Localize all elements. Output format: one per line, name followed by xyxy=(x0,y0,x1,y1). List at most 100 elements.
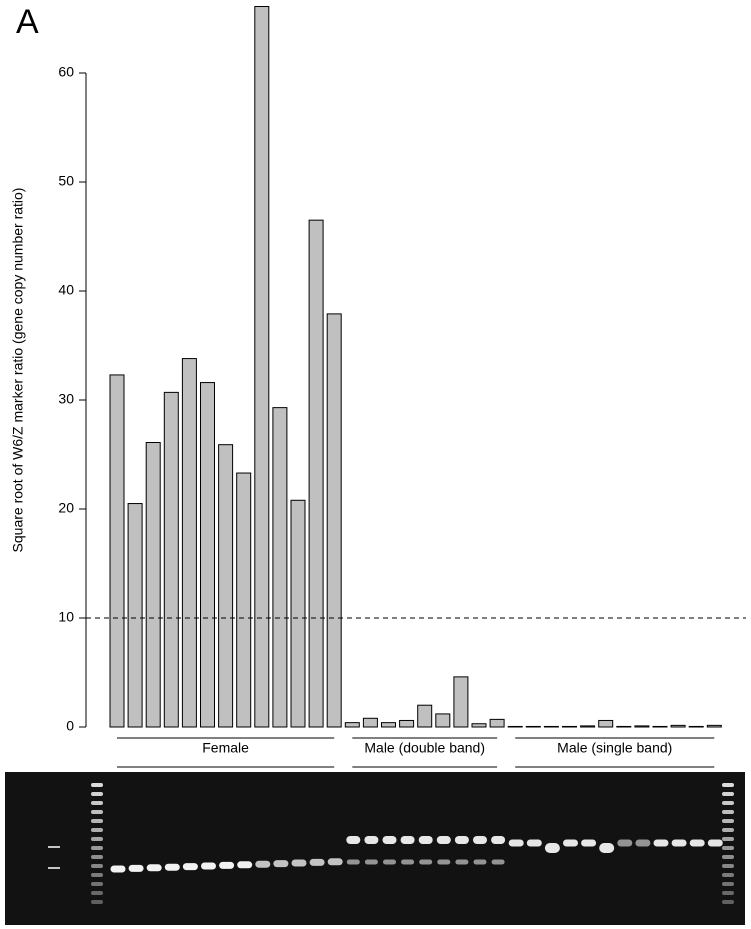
group-label: Male (single band) xyxy=(557,740,672,756)
gel-band xyxy=(255,860,271,868)
gel-band xyxy=(722,819,734,823)
y-tick-label: 30 xyxy=(58,391,74,407)
gel-band xyxy=(201,862,216,870)
gel-band xyxy=(91,855,103,859)
bar xyxy=(308,219,324,728)
gel-band xyxy=(437,859,451,865)
gel-band xyxy=(508,839,524,847)
bar xyxy=(381,722,396,728)
bar xyxy=(344,722,360,728)
gel-band xyxy=(454,836,469,844)
gel-band xyxy=(400,836,415,844)
gel-band xyxy=(722,846,734,850)
gel-band xyxy=(91,819,103,823)
gel-band xyxy=(346,859,360,865)
gel-band xyxy=(722,828,734,832)
y-tick-label: 60 xyxy=(58,64,74,80)
bar xyxy=(417,704,433,728)
gel-band xyxy=(291,859,307,867)
bar xyxy=(670,724,686,728)
group-label: Male (double band) xyxy=(364,740,485,756)
bar xyxy=(688,725,704,728)
bar xyxy=(145,442,161,728)
gel-band xyxy=(722,900,734,904)
bar xyxy=(543,725,559,728)
gel-band xyxy=(419,859,433,865)
gel-band xyxy=(128,864,144,872)
gel-band xyxy=(653,839,669,847)
gel-band xyxy=(219,861,235,869)
gel-band xyxy=(110,865,126,873)
y-tick-label: 50 xyxy=(58,173,74,189)
gel-band xyxy=(91,900,103,904)
y-tick-label: 40 xyxy=(58,282,74,298)
y-tick-label: 0 xyxy=(66,718,74,734)
gel-band xyxy=(722,873,734,877)
bar xyxy=(706,724,722,728)
y-axis-label: Square root of W6/Z marker ratio (gene c… xyxy=(10,188,26,553)
gel-band xyxy=(563,839,578,847)
gel-band xyxy=(544,843,560,853)
gel-band xyxy=(182,863,198,871)
gel-band xyxy=(91,810,103,814)
gel-band xyxy=(91,864,103,868)
gel-band xyxy=(91,846,103,850)
gel-band xyxy=(327,858,343,866)
gel-band xyxy=(91,828,103,832)
gel-band xyxy=(309,858,325,866)
gel-band xyxy=(722,801,734,805)
gel-band xyxy=(382,836,397,844)
bar xyxy=(272,407,288,728)
bar xyxy=(580,725,596,728)
gel-band xyxy=(91,882,103,886)
bar xyxy=(200,382,215,728)
gel-band xyxy=(722,882,734,886)
y-tick-label: 20 xyxy=(58,500,74,516)
gel-band xyxy=(635,839,651,847)
bar xyxy=(435,713,451,728)
bar xyxy=(616,725,632,728)
bar xyxy=(453,676,469,728)
gel-band xyxy=(364,836,379,844)
bar xyxy=(362,717,378,728)
gel-band xyxy=(671,839,687,847)
bar xyxy=(598,719,614,728)
gel-band xyxy=(722,891,734,895)
bar xyxy=(218,444,234,728)
gel-band xyxy=(491,859,505,865)
gel-band xyxy=(91,891,103,895)
gel-band xyxy=(401,859,415,865)
gel-band xyxy=(581,839,597,847)
gel-band xyxy=(455,859,469,865)
gel-band xyxy=(599,843,615,853)
gel-band xyxy=(526,839,542,847)
bar xyxy=(634,725,650,728)
bar xyxy=(525,725,541,728)
gel-band xyxy=(91,783,103,787)
gel-band xyxy=(418,836,433,844)
gel-band xyxy=(364,859,378,865)
gel-band xyxy=(722,855,734,859)
bar xyxy=(399,719,415,728)
gel-band xyxy=(273,860,289,868)
gel-band xyxy=(491,836,506,844)
panel-label: A xyxy=(16,3,39,41)
gel-band xyxy=(617,839,633,847)
gel-band xyxy=(722,783,734,787)
gel-image xyxy=(5,772,745,925)
bar xyxy=(507,725,523,728)
gel-band xyxy=(346,836,361,844)
gel-band xyxy=(436,836,451,844)
gel-band xyxy=(722,792,734,796)
gel-band xyxy=(91,801,103,805)
bar xyxy=(326,313,342,728)
gel-band xyxy=(146,864,162,872)
gel-band xyxy=(707,839,723,847)
bar xyxy=(163,391,179,728)
bar xyxy=(181,358,197,728)
gel-band xyxy=(689,839,705,847)
gel-band xyxy=(237,861,253,869)
gel-band xyxy=(91,837,103,841)
bar xyxy=(109,374,125,728)
